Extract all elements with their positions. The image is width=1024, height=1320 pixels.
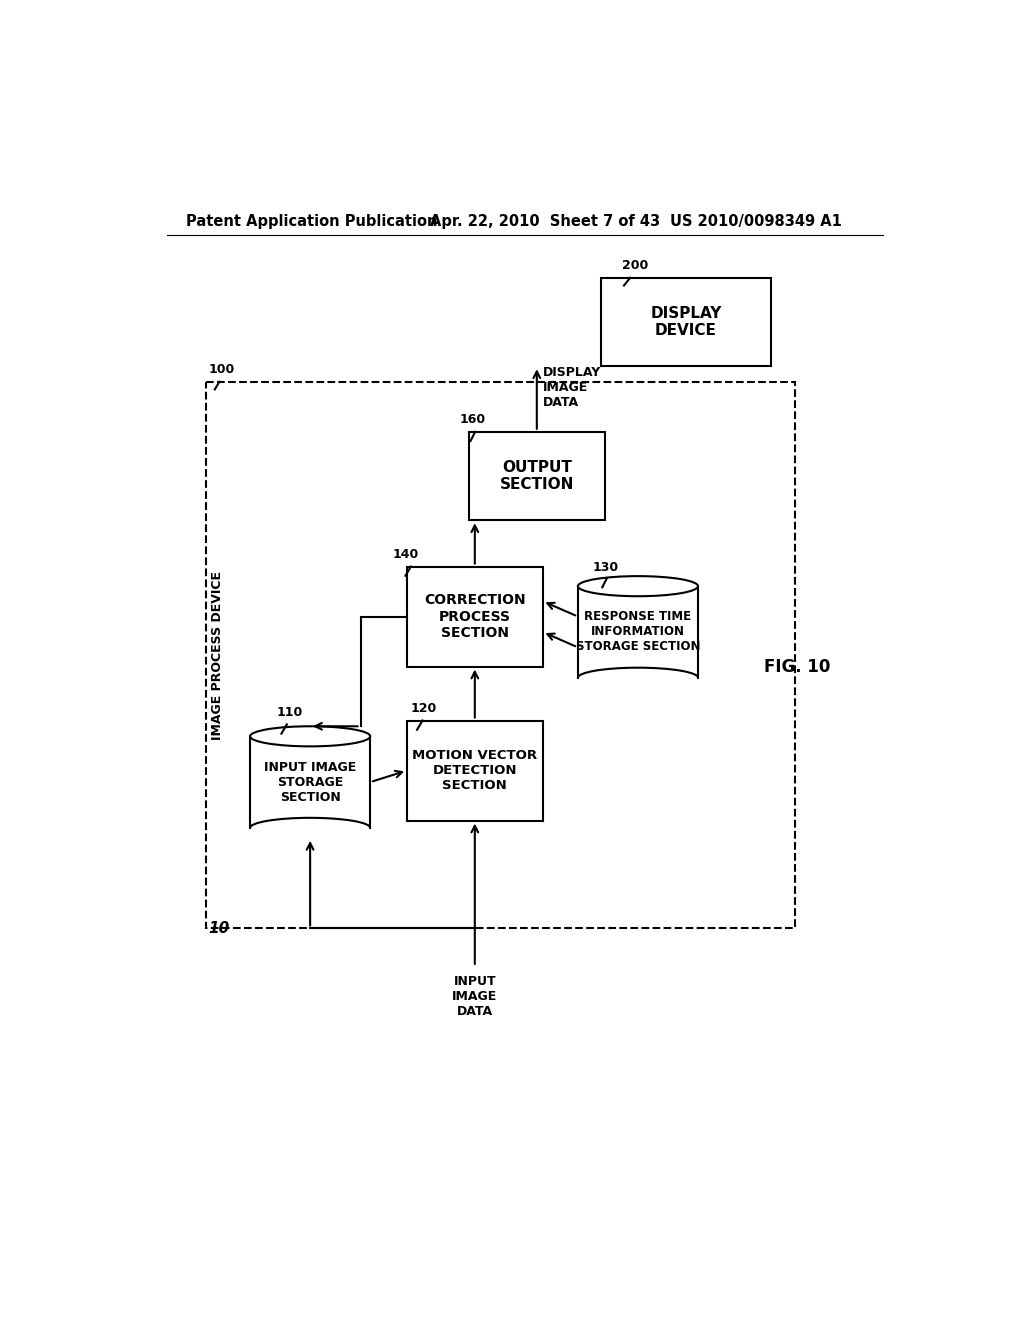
- Text: 200: 200: [622, 259, 648, 272]
- Text: 130: 130: [593, 561, 620, 574]
- Text: 120: 120: [411, 702, 437, 715]
- Text: 140: 140: [393, 548, 419, 561]
- Text: RESPONSE TIME
INFORMATION
STORAGE SECTION: RESPONSE TIME INFORMATION STORAGE SECTIO…: [575, 610, 700, 653]
- Text: DISPLAY
DEVICE: DISPLAY DEVICE: [650, 306, 722, 338]
- Text: INPUT
IMAGE
DATA: INPUT IMAGE DATA: [453, 974, 498, 1018]
- Bar: [407, 566, 543, 667]
- Text: 110: 110: [276, 706, 303, 719]
- Text: 10: 10: [209, 921, 229, 936]
- Text: DISPLAY
IMAGE
DATA: DISPLAY IMAGE DATA: [543, 367, 601, 409]
- Text: FIG. 10: FIG. 10: [764, 657, 829, 676]
- Text: INPUT IMAGE
STORAGE
SECTION: INPUT IMAGE STORAGE SECTION: [264, 760, 356, 804]
- Bar: [407, 721, 543, 821]
- Bar: [578, 586, 698, 677]
- Text: OUTPUT
SECTION: OUTPUT SECTION: [500, 459, 574, 492]
- Text: 160: 160: [460, 413, 485, 426]
- Text: US 2010/0098349 A1: US 2010/0098349 A1: [671, 214, 843, 230]
- Text: Apr. 22, 2010  Sheet 7 of 43: Apr. 22, 2010 Sheet 7 of 43: [430, 214, 660, 230]
- Text: IMAGE PROCESS DEVICE: IMAGE PROCESS DEVICE: [211, 570, 223, 739]
- Text: CORRECTION
PROCESS
SECTION: CORRECTION PROCESS SECTION: [424, 594, 525, 640]
- Bar: [601, 277, 771, 366]
- Bar: [250, 737, 371, 828]
- Ellipse shape: [250, 726, 371, 746]
- Bar: [469, 432, 604, 520]
- Ellipse shape: [578, 576, 698, 597]
- Bar: [206, 381, 795, 928]
- Text: Patent Application Publication: Patent Application Publication: [186, 214, 437, 230]
- Text: 100: 100: [209, 363, 234, 376]
- Text: MOTION VECTOR
DETECTION
SECTION: MOTION VECTOR DETECTION SECTION: [413, 748, 538, 792]
